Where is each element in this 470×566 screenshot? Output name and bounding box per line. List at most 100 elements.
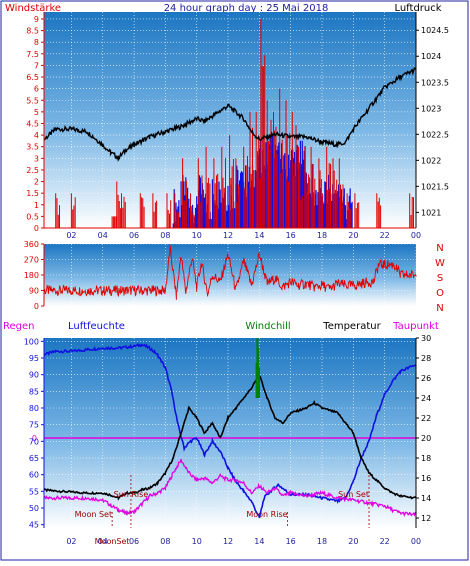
y-tick-label: 95 (29, 354, 39, 363)
y-tick-label: 60 (29, 471, 39, 480)
pressure-axis-ticks: 1021 1021.5 1022 1022.5 1023 1023.5 1024 1024.5 (416, 26, 449, 217)
y-tick-label: 0 (34, 302, 39, 311)
wind-direction-series (43, 245, 417, 300)
wind-direction-line (43, 245, 417, 300)
y-tick-label: 1024.5 (421, 26, 449, 35)
y-tick-label: 6.5 (26, 73, 39, 82)
y-tick-label: 1022 (421, 156, 441, 165)
x-tick-label: 02 (66, 231, 76, 240)
y-tick-label: 55 (29, 487, 39, 496)
y-tick-label: 6 (34, 85, 39, 94)
x-tick-label: 22 (380, 231, 390, 240)
compass-letter: N (436, 303, 443, 314)
y-tick-label: 2 (34, 178, 39, 187)
annotation-label: Moon Set (75, 510, 112, 519)
rain-value-label: 0 (32, 434, 37, 443)
y-tick-label: 360 (24, 240, 39, 249)
humidity-axis-ticks: 45 50 55 60 65 70 75 80 85 90 95 100 (24, 337, 44, 530)
y-tick-label: 65 (29, 454, 39, 463)
y-tick-label: 28 (421, 354, 431, 363)
y-tick-label: 90 (29, 371, 39, 380)
compass-letter: N (436, 243, 443, 254)
y-tick-label: 2.5 (26, 166, 39, 175)
y-tick-label: 50 (29, 504, 39, 513)
y-tick-label: 1023 (421, 104, 441, 113)
y-tick-label: 80 (29, 404, 39, 413)
y-tick-label: 18 (421, 454, 431, 463)
x-tick-label: 08 (160, 537, 170, 546)
compass-letter: W (435, 258, 445, 269)
temperature-line (43, 373, 417, 501)
annotation-label: Sun Rise (114, 490, 149, 499)
label-windchill: Windchill (245, 321, 290, 332)
y-tick-label: 5.5 (26, 96, 39, 105)
y-tick-label: 5 (34, 108, 39, 117)
x-tick-label: 06 (129, 231, 139, 240)
x-tick-label: 16 (286, 537, 296, 546)
y-tick-label: 26 (421, 374, 431, 383)
y-tick-label: 1022.5 (421, 130, 449, 139)
humidity-temperature-panel: 0 Sun Rise Moon Set Sun Set Moon Rise MoonSe… (24, 334, 431, 546)
annotation-label: Sun Set (338, 490, 369, 499)
x-tick-label: 10 (192, 537, 202, 546)
compass-letter: S (437, 273, 443, 284)
y-tick-label: 3.5 (26, 143, 39, 152)
y-tick-label: 7.5 (26, 50, 39, 59)
y-tick-label: 12 (421, 514, 431, 523)
header-luftdruck: Luftdruck (394, 3, 441, 14)
y-tick-label: 85 (29, 387, 39, 396)
x-tick-label: 20 (348, 231, 358, 240)
y-tick-label: 9 (34, 15, 39, 24)
wind-pressure-series (43, 19, 417, 229)
y-tick-label: 1021.5 (421, 182, 449, 191)
x-tick-label: 04 (98, 537, 108, 546)
wind-pressure-x-ticks: 02 04 06 08 10 12 14 16 18 20 22 00 (66, 231, 421, 240)
humidity-temperature-series: 0 (32, 338, 417, 519)
dewpoint-line (43, 458, 417, 517)
y-tick-label: 24 (421, 394, 431, 403)
x-tick-label: 18 (317, 231, 327, 240)
y-tick-label: 1.5 (26, 189, 39, 198)
wind-pressure-panel: 02 04 06 08 10 12 14 16 18 20 22 00 0 0.5 1 1.5 2 2.5 3 3.… (26, 12, 449, 240)
label-regen: Regen (3, 321, 35, 332)
y-tick-label: 8.5 (26, 27, 39, 36)
header-title: 24 hour graph day : 25 Mai 2018 (164, 3, 329, 14)
humidity-line (43, 342, 417, 519)
y-tick-label: 0 (34, 224, 39, 233)
y-tick-label: 1024 (421, 52, 441, 61)
y-tick-label: 14 (421, 494, 431, 503)
y-tick-label: 7 (34, 61, 39, 70)
y-tick-label: 1023.5 (421, 78, 449, 87)
x-tick-label: 02 (66, 537, 76, 546)
x-tick-label: 12 (223, 537, 233, 546)
wind-gust-spikes (44, 19, 416, 229)
annotation-label: MoonSet (95, 537, 130, 546)
label-luftfeuchte: Luftfeuchte (68, 321, 125, 332)
humidity-temperature-grid (44, 338, 417, 528)
windchill-spike (255, 338, 260, 398)
x-tick-label: 16 (286, 231, 296, 240)
y-tick-label: 70 (29, 437, 39, 446)
y-tick-label: 8 (34, 38, 39, 47)
label-taupunkt: Taupunkt (392, 321, 439, 332)
x-tick-label: 06 (129, 537, 139, 546)
y-tick-label: 75 (29, 421, 39, 430)
y-tick-label: 3 (34, 154, 39, 163)
compass-letter: O (436, 288, 444, 299)
y-tick-label: 270 (24, 256, 39, 265)
humidity-temperature-x-ticks: 02 04 06 08 10 12 14 16 18 20 22 00 (66, 537, 421, 546)
header-windstaerke: Windstärke (5, 3, 61, 14)
x-tick-label: 04 (98, 231, 108, 240)
y-tick-label: 45 (29, 521, 39, 530)
x-tick-label: 14 (254, 537, 264, 546)
sun-moon-annotations: Sun Rise Moon Set Sun Set Moon Rise MoonSet (75, 475, 370, 546)
x-tick-label: 18 (317, 537, 327, 546)
temperature-axis-ticks: 12 14 16 18 20 22 24 26 28 30 (416, 334, 431, 523)
y-tick-label: 4.5 (26, 119, 39, 128)
y-tick-label: 1021 (421, 208, 441, 217)
x-tick-label: 10 (192, 231, 202, 240)
y-tick-label: 22 (421, 414, 431, 423)
